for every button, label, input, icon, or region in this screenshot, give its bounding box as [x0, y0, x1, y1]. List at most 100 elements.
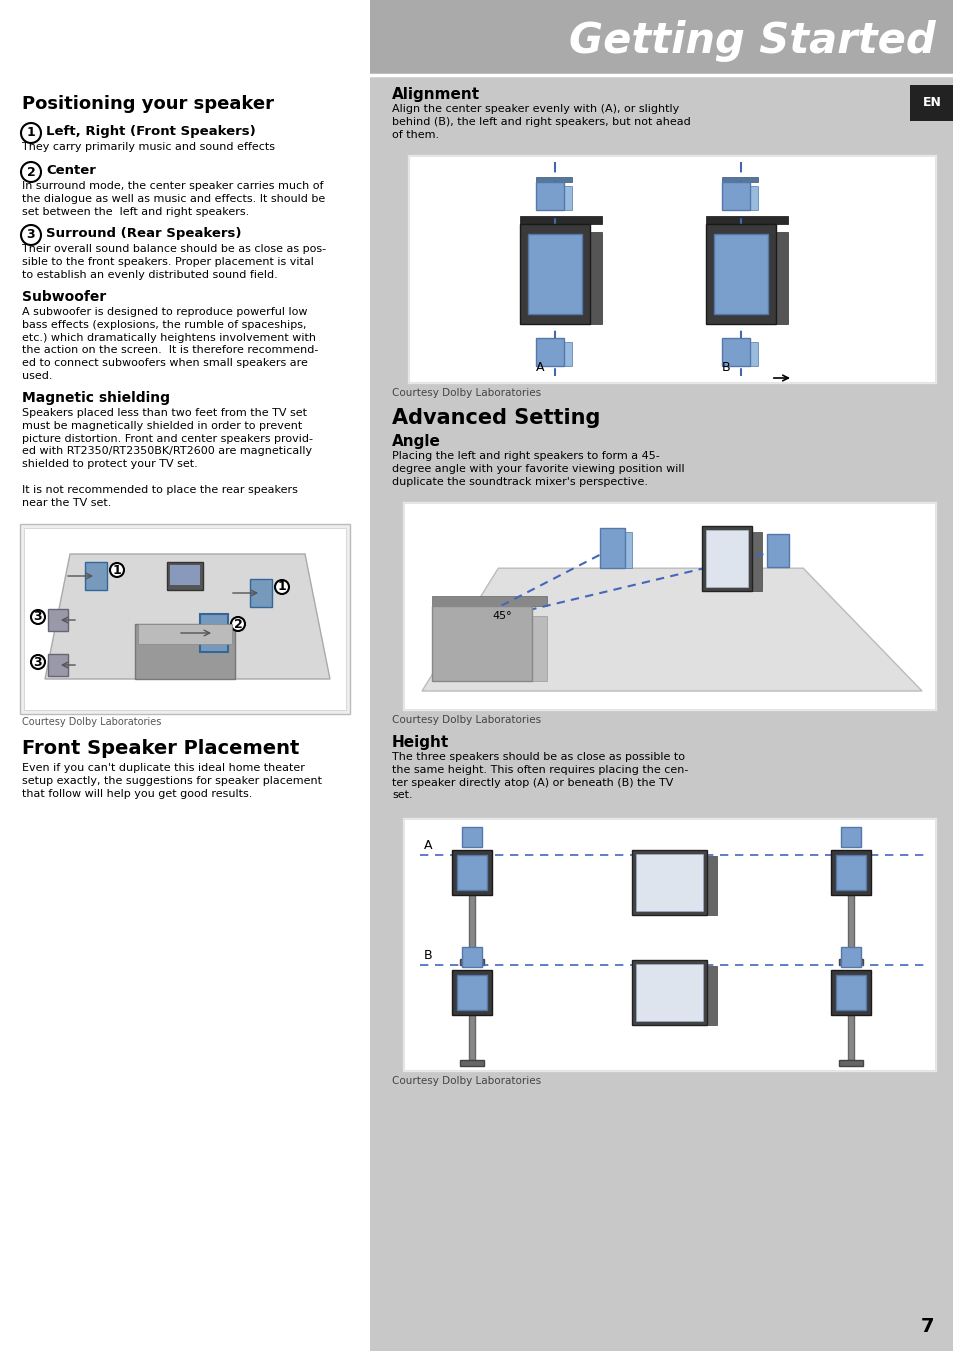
- Text: Courtesy Dolby Laboratories: Courtesy Dolby Laboratories: [22, 717, 161, 727]
- Text: 45°: 45°: [492, 611, 511, 621]
- Bar: [370, 0, 953, 76]
- Text: 3: 3: [33, 655, 42, 669]
- Bar: [432, 607, 532, 681]
- Bar: [847, 896, 854, 959]
- Polygon shape: [421, 569, 921, 690]
- Bar: [836, 855, 865, 890]
- Bar: [536, 177, 572, 181]
- Bar: [403, 819, 934, 1070]
- Text: Magnetic shielding: Magnetic shielding: [22, 390, 170, 405]
- Text: 1: 1: [27, 127, 35, 139]
- Text: Height: Height: [392, 735, 449, 750]
- Bar: [636, 854, 702, 911]
- Bar: [841, 827, 861, 847]
- Bar: [713, 234, 767, 313]
- Bar: [624, 532, 631, 569]
- Text: 1: 1: [277, 581, 286, 593]
- Bar: [519, 216, 601, 224]
- Bar: [20, 524, 350, 713]
- Bar: [631, 959, 706, 1025]
- Bar: [830, 850, 870, 896]
- Bar: [751, 532, 760, 592]
- Text: 2: 2: [233, 617, 242, 631]
- Bar: [775, 232, 787, 324]
- Text: 7: 7: [920, 1317, 933, 1336]
- Bar: [138, 624, 232, 644]
- Bar: [590, 232, 601, 324]
- Bar: [830, 970, 870, 1015]
- Bar: [721, 338, 749, 366]
- Text: Courtesy Dolby Laboratories: Courtesy Dolby Laboratories: [392, 1075, 540, 1086]
- Bar: [85, 562, 107, 590]
- Text: Subwoofer: Subwoofer: [22, 290, 106, 304]
- Text: Align the center speaker evenly with (A), or slightly
behind (B), the left and r: Align the center speaker evenly with (A)…: [392, 104, 690, 139]
- Text: Getting Started: Getting Started: [569, 20, 935, 62]
- Bar: [706, 966, 717, 1025]
- Bar: [847, 1015, 854, 1061]
- Bar: [459, 959, 483, 965]
- Text: Surround (Rear Speakers): Surround (Rear Speakers): [46, 227, 241, 240]
- Text: Placing the left and right speakers to form a 45-
degree angle with your favorit: Placing the left and right speakers to f…: [392, 451, 684, 486]
- Text: Front Speaker Placement: Front Speaker Placement: [22, 739, 299, 758]
- Text: 3: 3: [33, 611, 42, 624]
- Bar: [528, 234, 581, 313]
- Text: Even if you can't duplicate this ideal home theater
setup exactly, the suggestio: Even if you can't duplicate this ideal h…: [22, 763, 322, 798]
- Text: Alignment: Alignment: [392, 86, 479, 101]
- Bar: [461, 947, 481, 967]
- Bar: [706, 857, 717, 915]
- Text: In surround mode, the center speaker carries much of
the dialogue as well as mus: In surround mode, the center speaker car…: [22, 181, 325, 216]
- Text: 2: 2: [27, 166, 35, 178]
- Bar: [721, 177, 757, 181]
- Bar: [370, 76, 953, 1351]
- Bar: [48, 654, 68, 676]
- Circle shape: [231, 617, 245, 631]
- Bar: [401, 501, 936, 711]
- Bar: [403, 503, 934, 709]
- Bar: [564, 185, 572, 209]
- Bar: [705, 530, 747, 588]
- Bar: [749, 342, 757, 366]
- Text: B: B: [423, 948, 432, 962]
- Bar: [200, 613, 228, 653]
- Text: Center: Center: [46, 163, 95, 177]
- Bar: [432, 596, 546, 607]
- Text: Courtesy Dolby Laboratories: Courtesy Dolby Laboratories: [392, 715, 540, 725]
- Circle shape: [21, 123, 41, 143]
- Text: EN: EN: [922, 96, 941, 109]
- Text: Angle: Angle: [392, 434, 440, 449]
- Bar: [459, 1061, 483, 1066]
- Bar: [409, 155, 934, 382]
- Bar: [766, 534, 788, 567]
- Bar: [909, 85, 953, 122]
- Bar: [700, 526, 751, 592]
- Bar: [564, 342, 572, 366]
- Bar: [135, 624, 234, 680]
- Circle shape: [30, 655, 45, 669]
- Bar: [839, 1061, 862, 1066]
- Bar: [599, 528, 624, 569]
- Circle shape: [110, 563, 124, 577]
- Text: A subwoofer is designed to reproduce powerful low
bass effects (explosions, the : A subwoofer is designed to reproduce pow…: [22, 307, 318, 381]
- Bar: [705, 216, 787, 224]
- Bar: [836, 975, 865, 1009]
- Bar: [631, 850, 706, 915]
- Text: A: A: [423, 839, 432, 852]
- Bar: [461, 827, 481, 847]
- Text: 3: 3: [27, 228, 35, 242]
- Bar: [468, 896, 474, 959]
- Bar: [24, 528, 346, 711]
- Bar: [519, 224, 590, 324]
- Bar: [401, 817, 936, 1071]
- Text: Left, Right (Front Speakers): Left, Right (Front Speakers): [46, 126, 255, 138]
- Bar: [636, 963, 702, 1021]
- Bar: [705, 224, 775, 324]
- Bar: [456, 975, 486, 1009]
- Bar: [721, 181, 749, 209]
- Bar: [407, 154, 936, 384]
- Bar: [468, 1015, 474, 1061]
- Bar: [48, 609, 68, 631]
- Text: They carry primarily music and sound effects: They carry primarily music and sound eff…: [22, 142, 274, 153]
- Text: Courtesy Dolby Laboratories: Courtesy Dolby Laboratories: [392, 388, 540, 399]
- Text: A: A: [536, 361, 544, 374]
- Bar: [841, 947, 861, 967]
